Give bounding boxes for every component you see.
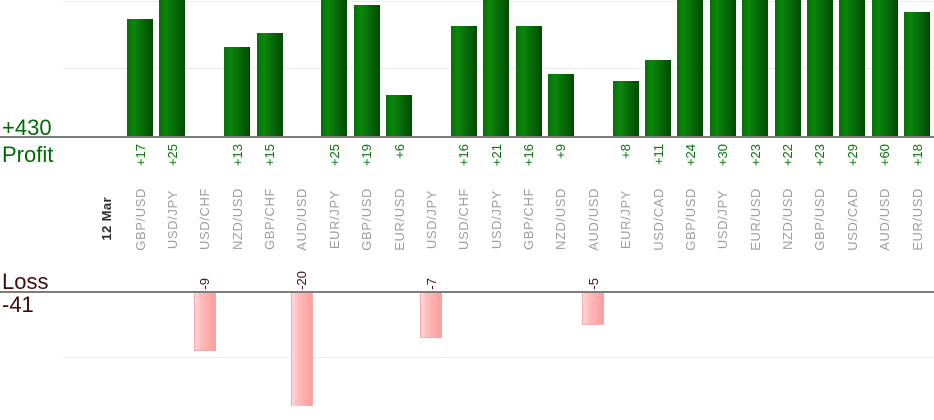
category-label: AUD/USD bbox=[585, 188, 601, 251]
profit-value-label: +24 bbox=[682, 144, 698, 167]
profit-value-label: +9 bbox=[553, 144, 569, 159]
loss-value-label: -20 bbox=[294, 271, 310, 290]
category-label: USD/CAD bbox=[650, 188, 666, 251]
category-label: NZD/USD bbox=[553, 188, 569, 250]
loss-bar bbox=[193, 293, 216, 351]
category-label: GBP/USD bbox=[812, 188, 828, 251]
profit-bar bbox=[321, 0, 348, 136]
category-label: AUD/USD bbox=[294, 188, 310, 251]
profit-value-label: +60 bbox=[877, 144, 893, 167]
profit-bar bbox=[612, 81, 639, 136]
category-label: EUR/USD bbox=[909, 188, 925, 251]
profit-bar bbox=[127, 19, 153, 136]
profit-value-label: +16 bbox=[456, 144, 472, 167]
profit-bar bbox=[483, 0, 510, 136]
profit-total-label: +430 bbox=[2, 115, 52, 140]
loss-bar bbox=[290, 293, 313, 406]
loss-bar bbox=[582, 293, 605, 325]
category-label: USD/CHF bbox=[456, 188, 472, 250]
category-label: NZD/USD bbox=[229, 188, 245, 250]
profit-value-label: +25 bbox=[326, 144, 342, 167]
loss-value-label: -9 bbox=[197, 278, 213, 290]
loss-value-label: -7 bbox=[423, 278, 439, 290]
profit-value-label: +13 bbox=[229, 144, 245, 167]
profit-value-label: +19 bbox=[359, 144, 375, 167]
category-label: EUR/USD bbox=[747, 188, 763, 251]
profit-bar bbox=[224, 47, 251, 136]
profit-bar bbox=[806, 0, 833, 136]
category-label: USD/JPY bbox=[488, 190, 504, 250]
category-label: GBP/CHF bbox=[262, 188, 277, 250]
profit-bar bbox=[159, 0, 186, 136]
category-label: AUD/USD bbox=[877, 188, 893, 251]
category-label: USD/CHF bbox=[197, 188, 213, 250]
category-label: EUR/JPY bbox=[618, 190, 634, 250]
profit-bar bbox=[709, 0, 736, 136]
profit-value-label: +25 bbox=[164, 144, 180, 167]
category-label: NZD/USD bbox=[780, 188, 795, 250]
profit-bar bbox=[386, 95, 412, 136]
profit-value-label: +6 bbox=[391, 144, 407, 159]
loss-axis-title: Loss bbox=[2, 269, 49, 294]
profit-value-label: +22 bbox=[780, 144, 795, 167]
profit-bar bbox=[645, 60, 671, 136]
profit-value-label: +18 bbox=[909, 144, 925, 167]
profit-bar bbox=[871, 0, 898, 136]
profit-value-label: +11 bbox=[650, 144, 666, 166]
profit-value-label: +23 bbox=[747, 144, 763, 167]
profit-bar bbox=[256, 33, 283, 136]
category-label: EUR/USD bbox=[391, 188, 407, 251]
category-label: GBP/USD bbox=[132, 188, 148, 251]
profit-bar bbox=[904, 12, 930, 136]
profit-axis-title: Profit bbox=[2, 142, 54, 167]
profit-bar bbox=[839, 0, 866, 136]
profit-bar bbox=[774, 0, 801, 136]
loss-bar bbox=[420, 293, 443, 338]
category-label: GBP/USD bbox=[359, 188, 375, 251]
category-label: EUR/JPY bbox=[326, 190, 342, 250]
category-label: USD/JPY bbox=[164, 190, 180, 250]
profit-value-label: +16 bbox=[521, 144, 536, 167]
category-label: GBP/CHF bbox=[521, 188, 536, 250]
profit-value-label: +21 bbox=[488, 144, 504, 167]
profit-value-label: +15 bbox=[262, 144, 277, 167]
profit-value-label: +30 bbox=[715, 144, 731, 167]
profit-bar bbox=[677, 0, 704, 136]
loss-axis-line bbox=[0, 291, 934, 293]
category-label: USD/CAD bbox=[844, 188, 860, 251]
profit-value-label: +8 bbox=[618, 144, 634, 159]
profit-bar bbox=[742, 0, 769, 136]
profit-bar bbox=[547, 74, 574, 136]
loss-value-label: -5 bbox=[585, 278, 601, 290]
profit-plot-area bbox=[0, 0, 934, 136]
date-label: 12 Mar bbox=[98, 197, 114, 241]
category-label: USD/JPY bbox=[423, 190, 439, 250]
profit-value-label: +17 bbox=[132, 144, 148, 167]
loss-gridline--10 bbox=[63, 357, 934, 358]
profit-value-label: +29 bbox=[844, 144, 860, 167]
profit-bar bbox=[353, 5, 380, 136]
category-label: GBP/USD bbox=[682, 188, 698, 251]
loss-plot-area bbox=[0, 293, 934, 406]
profit-bar bbox=[515, 26, 542, 136]
profit-bar bbox=[450, 26, 477, 136]
loss-total-label: -41 bbox=[2, 292, 34, 317]
profit-value-label: +23 bbox=[812, 144, 828, 167]
category-label: USD/JPY bbox=[715, 190, 731, 250]
profit-axis-line bbox=[0, 136, 934, 138]
